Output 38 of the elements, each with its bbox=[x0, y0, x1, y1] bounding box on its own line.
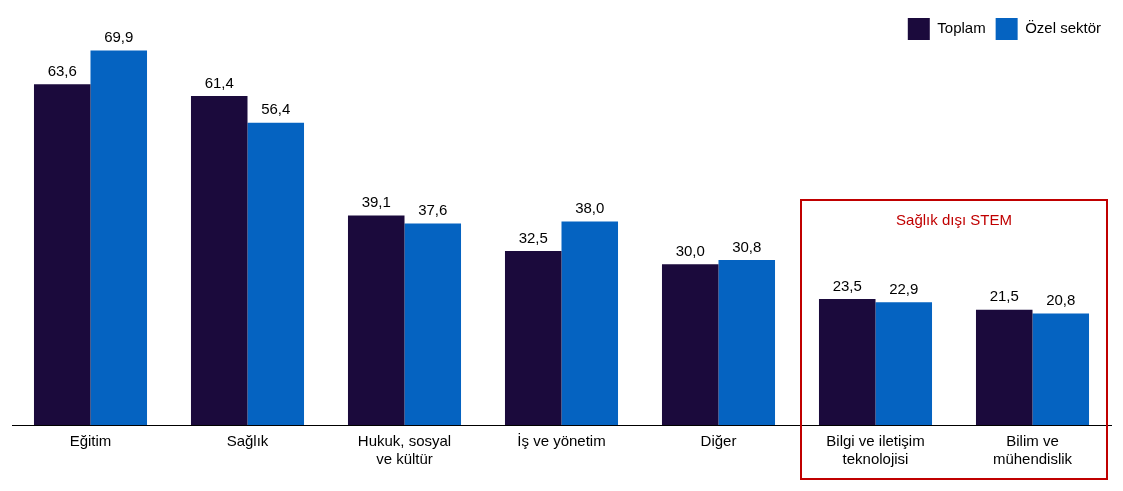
bar bbox=[818, 299, 876, 425]
data-label: 30,0 bbox=[675, 241, 705, 259]
bar bbox=[247, 122, 305, 425]
x-tick-label: Diğer bbox=[700, 432, 737, 450]
data-label: 20,8 bbox=[1046, 291, 1076, 309]
bar bbox=[347, 215, 405, 425]
data-label: 63,6 bbox=[47, 61, 77, 79]
bar bbox=[661, 264, 719, 425]
data-label: 30,8 bbox=[732, 237, 762, 255]
bar bbox=[561, 221, 619, 425]
data-label: 21,5 bbox=[989, 287, 1019, 305]
bar bbox=[975, 309, 1033, 425]
bar bbox=[718, 260, 776, 425]
annotation: Sağlık dışı STEM bbox=[896, 210, 1012, 228]
x-tick-label: İş ve yönetim bbox=[517, 432, 606, 450]
data-label: 22,9 bbox=[889, 279, 919, 297]
legend-label: Özel sektör bbox=[1025, 19, 1101, 37]
x-tick-label: Eğitim bbox=[69, 432, 112, 450]
data-label: 37,6 bbox=[418, 201, 448, 219]
data-label: 23,5 bbox=[832, 276, 862, 294]
bar bbox=[190, 96, 248, 425]
bar bbox=[875, 302, 933, 425]
x-tick-label: Hukuk, sosyal ve kültür bbox=[357, 432, 452, 468]
data-label: 56,4 bbox=[261, 100, 291, 118]
x-tick-label: Sağlık bbox=[226, 432, 269, 450]
bar bbox=[404, 223, 462, 425]
bar bbox=[1032, 313, 1090, 425]
data-label: 32,5 bbox=[518, 228, 548, 246]
bar bbox=[33, 84, 91, 425]
data-label: 38,0 bbox=[575, 199, 605, 217]
x-tick-label: Bilim ve mühendislik bbox=[992, 432, 1073, 468]
legend-label: Toplam bbox=[937, 19, 986, 37]
bar bbox=[90, 50, 148, 425]
x-tick-label: Bilgi ve iletişim teknolojisi bbox=[826, 432, 925, 468]
data-label: 39,1 bbox=[361, 193, 391, 211]
data-label: 61,4 bbox=[204, 73, 234, 91]
bar bbox=[504, 250, 562, 425]
data-label: 69,9 bbox=[104, 28, 134, 46]
